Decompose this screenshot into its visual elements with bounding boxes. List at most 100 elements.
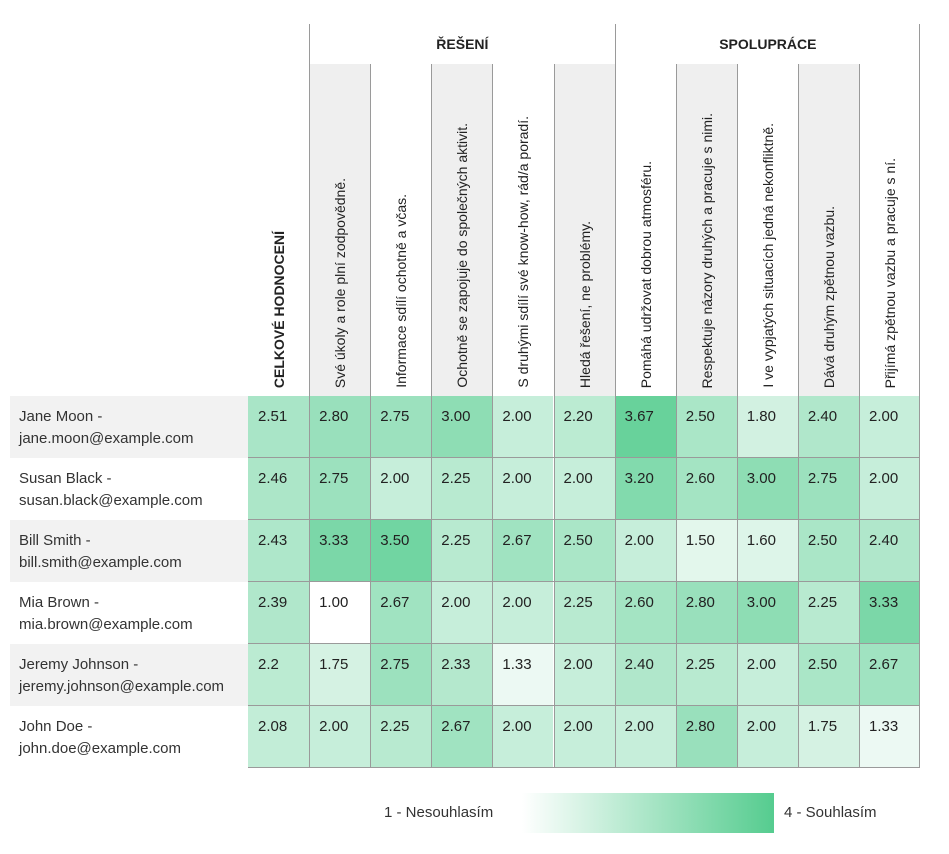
row-label: Jane Moon - jane.moon@example.com <box>10 396 248 458</box>
score-cell: 2.80 <box>309 396 371 458</box>
score-cell: 2.75 <box>309 458 371 520</box>
score-cell: 3.00 <box>736 458 798 520</box>
row-divider <box>248 767 921 768</box>
score-cell: 2.00 <box>859 396 921 458</box>
score-cell: 2.25 <box>431 520 493 582</box>
score-cell: 2.00 <box>859 458 921 520</box>
score-cell: 2.00 <box>492 396 554 458</box>
score-cell: 1.33 <box>859 706 921 768</box>
row-divider <box>248 643 921 644</box>
person-name: Jeremy Johnson - <box>19 656 139 673</box>
column-header-label: S druhými sdílí své know-how, rád/a pora… <box>515 116 532 388</box>
score-cell: 2.25 <box>675 644 737 706</box>
group-header: ŘEŠENÍ <box>309 24 615 64</box>
score-cell: 2.50 <box>797 520 859 582</box>
person-name: Jane Moon - <box>19 408 103 425</box>
score-cell: 2.00 <box>553 706 615 768</box>
column-header: S druhými sdílí své know-how, rád/a pora… <box>492 64 553 396</box>
legend-gradient-bar <box>522 793 774 833</box>
row-label: Mia Brown - mia.brown@example.com <box>10 582 248 644</box>
score-cell: 2.75 <box>797 458 859 520</box>
score-cell: 2.67 <box>431 706 493 768</box>
score-cell: 2.00 <box>492 582 554 644</box>
score-cell: 2.67 <box>859 644 921 706</box>
header-right-border <box>919 24 921 396</box>
column-header-label: CELKOVÉ HODNOCENÍ <box>270 230 287 388</box>
score-cell: 1.80 <box>736 396 798 458</box>
score-cell: 2.00 <box>614 706 676 768</box>
column-header-label: Hledá řešení, ne problémy. <box>576 220 593 388</box>
score-cell: 2.20 <box>553 396 615 458</box>
column-header: I ve vypjatých situacích jedná nekonflik… <box>736 64 798 396</box>
column-header-label: Ochotně se zapojuje do společných aktivi… <box>454 123 471 388</box>
score-cell: 2.51 <box>248 396 310 458</box>
legend-low-label: 1 - Nesouhlasím <box>384 804 494 821</box>
score-cell: 2.25 <box>553 582 615 644</box>
column-header: CELKOVÉ HODNOCENÍ <box>248 64 309 396</box>
score-cell: 2.00 <box>431 582 493 644</box>
column-divider <box>675 396 677 768</box>
score-cell: 1.60 <box>736 520 798 582</box>
row-divider <box>248 519 921 520</box>
column-divider <box>370 396 372 768</box>
row-divider <box>248 705 921 706</box>
column-header-label: Své úkoly a role plní zodpovědně. <box>332 177 349 388</box>
legend-high-label: 4 - Souhlasím <box>784 804 877 821</box>
score-cell: 3.67 <box>614 396 676 458</box>
score-cell: 2.67 <box>370 582 432 644</box>
row-label: John Doe - john.doe@example.com <box>10 706 248 768</box>
column-divider <box>553 396 555 768</box>
person-email: susan.black@example.com <box>19 492 203 509</box>
column-header-label: Dává druhým zpětnou vazbu. <box>820 205 837 388</box>
score-cell: 2.00 <box>309 706 371 768</box>
column-header: Přijímá zpětnou vazbu a pracuje s ní. <box>859 64 920 396</box>
score-cell: 2.80 <box>675 582 737 644</box>
score-cell: 2.80 <box>675 706 737 768</box>
score-cell: 2.50 <box>553 520 615 582</box>
person-name: Susan Black - <box>19 470 112 487</box>
column-header: Respektuje názory druhých a pracuje s ni… <box>675 64 737 396</box>
score-cell: 2.00 <box>614 520 676 582</box>
column-header: Informace sdílí ochotně a včas. <box>370 64 431 396</box>
person-email: mia.brown@example.com <box>19 616 193 633</box>
column-header: Dává druhým zpětnou vazbu. <box>797 64 859 396</box>
person-email: bill.smith@example.com <box>19 554 182 571</box>
person-email: john.doe@example.com <box>19 740 181 757</box>
score-cell: 2.00 <box>553 644 615 706</box>
score-cell: 2.25 <box>431 458 493 520</box>
score-cell: 1.75 <box>797 706 859 768</box>
score-cell: 3.00 <box>431 396 493 458</box>
score-cell: 2.67 <box>492 520 554 582</box>
column-divider <box>309 396 311 768</box>
score-cell: 2.00 <box>370 458 432 520</box>
score-cell: 2.75 <box>370 644 432 706</box>
person-email: jeremy.johnson@example.com <box>19 678 225 695</box>
score-cell: 2.50 <box>797 644 859 706</box>
score-cell: 2.00 <box>492 458 554 520</box>
score-cell: 2.00 <box>736 706 798 768</box>
column-header-label: Informace sdílí ochotně a včas. <box>393 194 410 388</box>
score-cell: 3.33 <box>309 520 371 582</box>
column-divider <box>797 396 799 768</box>
score-cell: 3.50 <box>370 520 432 582</box>
score-cell: 2.33 <box>431 644 493 706</box>
score-cell: 2.60 <box>675 458 737 520</box>
score-cell: 2.46 <box>248 458 310 520</box>
column-divider <box>492 396 494 768</box>
score-cell: 2.00 <box>736 644 798 706</box>
row-label: Susan Black - susan.black@example.com <box>10 458 248 520</box>
score-cell: 2.40 <box>859 520 921 582</box>
score-cell: 2.08 <box>248 706 310 768</box>
score-cell: 3.33 <box>859 582 921 644</box>
score-cell: 2.00 <box>492 706 554 768</box>
column-header-label: I ve vypjatých situacích jedná nekonflik… <box>759 123 776 388</box>
score-cell: 3.20 <box>614 458 676 520</box>
score-cell: 3.00 <box>736 582 798 644</box>
score-cell: 1.33 <box>492 644 554 706</box>
group-header: SPOLUPRÁCE <box>614 24 921 64</box>
column-header: Své úkoly a role plní zodpovědně. <box>309 64 371 396</box>
score-cell: 2.75 <box>370 396 432 458</box>
score-cell: 2.40 <box>797 396 859 458</box>
score-cell: 2.25 <box>797 582 859 644</box>
score-cell: 1.75 <box>309 644 371 706</box>
